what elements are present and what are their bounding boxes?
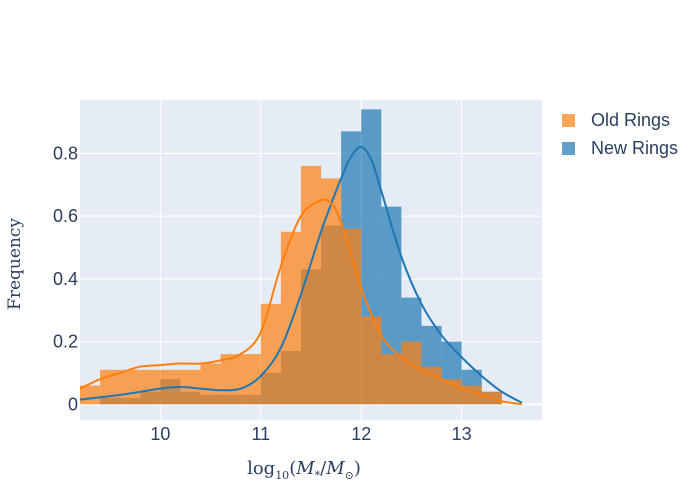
kde-curves — [79, 146, 523, 406]
histogram-bars — [80, 109, 502, 405]
bar-old-rings — [260, 303, 281, 405]
y-tick-label: 0.2 — [53, 332, 78, 352]
bar-old-rings — [240, 354, 261, 405]
bar-old-rings — [280, 231, 301, 405]
x-tick-label: 11 — [251, 424, 270, 444]
x-tick-labels: 10 11 12 13 — [150, 424, 471, 444]
legend-label-new-rings: New Rings — [591, 137, 679, 158]
x-tick-label: 10 — [150, 424, 170, 444]
y-tick-label: 0.4 — [53, 269, 78, 289]
x-tick-label: 13 — [452, 424, 472, 444]
x-axis-title: log10(M*/M⊙) — [247, 458, 361, 482]
y-tick-label: 0 — [68, 394, 78, 414]
bar-old-rings — [321, 178, 342, 405]
legend: Old Rings New Rings — [562, 106, 678, 162]
kde-line-old-rings — [79, 198, 523, 406]
legend-item-new-rings[interactable]: New Rings — [562, 134, 678, 162]
y-axis-title: Frequency — [5, 218, 25, 310]
legend-label-old-rings: Old Rings — [591, 109, 671, 130]
bar-old-rings — [441, 379, 462, 405]
bar-old-rings — [220, 354, 241, 405]
y-tick-label: 0.8 — [53, 143, 78, 163]
legend-item-old-rings[interactable]: Old Rings — [562, 106, 678, 134]
bar-old-rings — [381, 354, 402, 405]
bar-old-rings — [80, 385, 101, 405]
bar-old-rings — [140, 369, 161, 405]
bar-old-rings — [120, 369, 141, 405]
y-tick-labels: 0 0.2 0.4 0.6 0.8 — [53, 143, 78, 414]
bar-old-rings — [361, 316, 382, 405]
bar-old-rings — [300, 165, 322, 405]
y-tick-label: 0.6 — [53, 206, 78, 226]
legend-swatch-new-rings — [562, 141, 575, 155]
x-tick-label: 12 — [351, 424, 371, 444]
legend-swatch-old-rings — [562, 113, 575, 127]
bar-old-rings — [200, 363, 221, 405]
kde-line-new-rings — [79, 146, 523, 404]
bar-old-rings — [401, 341, 422, 405]
